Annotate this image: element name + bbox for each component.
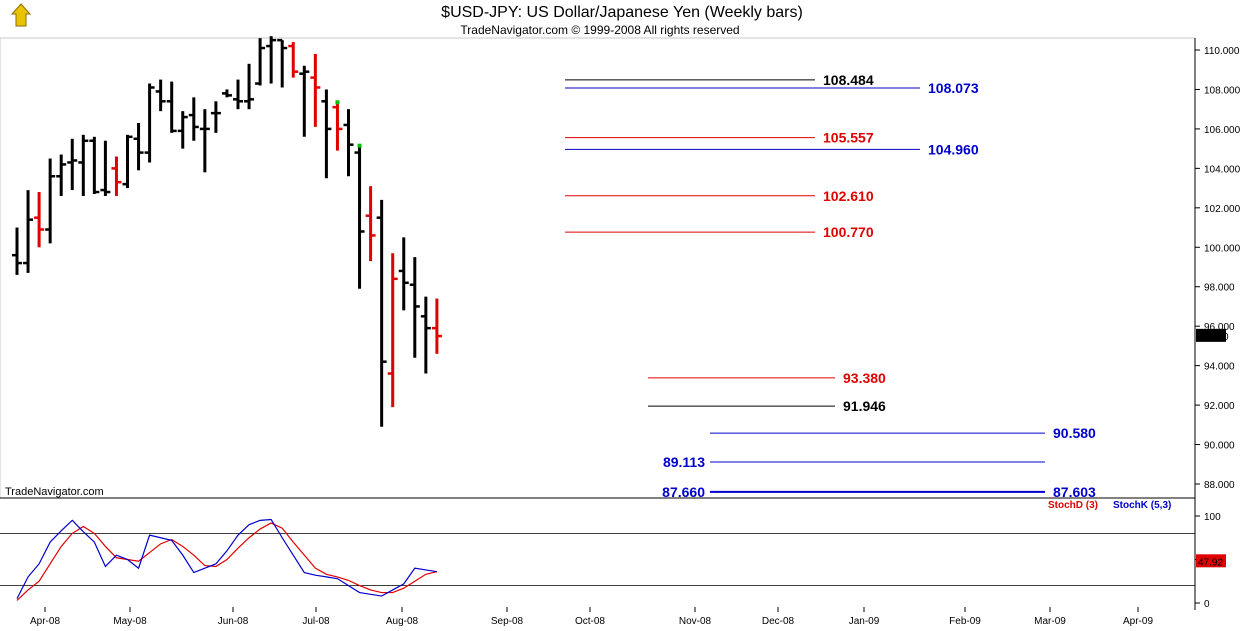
time-tick-label: Nov-08 (679, 616, 712, 627)
ohlc-bar (78, 134, 89, 196)
price-tick-label: 90.000 (1204, 441, 1235, 452)
time-tick-label: Sep-08 (491, 616, 524, 627)
price-tick-label: 108.000 (1204, 85, 1241, 96)
price-axis: 88.000 90.000 92.000 94.000 96.000 98.000 100.… (1195, 46, 1241, 491)
time-tick-label: Oct-08 (575, 616, 605, 627)
time-tick-label: Apr-09 (1123, 616, 1153, 627)
ohlc-bar (199, 109, 210, 173)
signal-marker (357, 143, 362, 148)
price-tick-label: 106.000 (1204, 125, 1241, 136)
ohlc-bar (111, 156, 122, 196)
price-tick-label: 104.000 (1204, 164, 1241, 175)
ohlc-bar (188, 97, 199, 141)
ohlc-bar (354, 144, 365, 289)
ohlc-bar (431, 298, 442, 354)
time-tick-label: May-08 (113, 616, 147, 627)
stochd-line (16, 522, 438, 601)
stoch-tick-label: 100 (1204, 512, 1221, 523)
price-panel (0, 37, 1196, 499)
ohlc-bar (387, 253, 398, 408)
ohlc-bar (221, 89, 232, 98)
price-tick-label: 88.000 (1204, 480, 1235, 491)
ohlc-bar (23, 190, 34, 273)
time-tick-label: Jul-08 (302, 616, 330, 627)
level-label: 89.113 (663, 454, 705, 470)
ohlc-bar (210, 101, 221, 133)
ohlc-bar (343, 109, 354, 177)
fib-levels: 108.484 108.073 105.557 104.960 102.610 100.7… (565, 72, 1096, 500)
ohlc-bar (155, 79, 166, 112)
ohlc-bar (266, 36, 277, 84)
ohlc-bar (89, 136, 100, 195)
ohlc-bar (144, 83, 155, 163)
ohlc-bar (233, 79, 243, 110)
ohlc-bar (299, 65, 310, 137)
price-tick-label: 94.000 (1204, 362, 1235, 373)
last-price-marker: 95.510 (1196, 328, 1229, 343)
level-label-extra: 87.660 (662, 484, 705, 500)
legend-stochd: StochD (3) (1048, 500, 1098, 511)
level-label: 87.603 (1053, 484, 1096, 500)
level-label: 102.610 (823, 188, 874, 204)
price-tick-label: 110.000 (1204, 46, 1240, 57)
ohlc-bar (321, 89, 332, 179)
ohlc-bar (122, 134, 133, 189)
ohlc-bar (67, 138, 78, 191)
ohlc-bar (34, 192, 45, 248)
chart-title: $USD-JPY: US Dollar/Japanese Yen (Weekly… (441, 4, 803, 21)
legend-stochk: StochK (5,3) (1113, 500, 1171, 511)
signal-marker (335, 100, 340, 105)
price-tick-label: 92.000 (1204, 401, 1235, 412)
level-label: 100.770 (823, 224, 874, 240)
ohlc-bar (398, 237, 409, 311)
level-label: 108.484 (823, 72, 874, 88)
ohlc-bar (332, 101, 343, 151)
time-tick-label: Apr-08 (30, 616, 60, 627)
stoch-tick-label: 0 (1204, 599, 1210, 610)
trade-navigator-logo-icon (8, 3, 34, 29)
ohlc-bar (177, 111, 188, 149)
time-tick-label: Dec-08 (762, 616, 795, 627)
last-price-label: 95.510 (1198, 332, 1229, 343)
time-tick-label: Mar-09 (1034, 616, 1066, 627)
level-label: 104.960 (928, 141, 979, 157)
ohlc-bar (100, 140, 111, 196)
price-tick-label: 98.000 (1204, 283, 1235, 294)
ohlc-bars (12, 36, 442, 427)
ohlc-bar (244, 63, 255, 110)
ohlc-bar (12, 227, 22, 275)
ohlc-bar (56, 154, 67, 196)
time-axis: Apr-08 May-08 Jun-08 Jul-08 Aug-08 Sep-08 Oct-… (30, 607, 1153, 627)
ohlc-bar (420, 296, 431, 374)
time-tick-label: Jun-08 (218, 616, 249, 627)
price-tick-label: 102.000 (1204, 204, 1241, 215)
level-label: 91.946 (843, 398, 886, 414)
ohlc-bar (166, 81, 177, 133)
ohlc-bar (133, 122, 144, 171)
time-tick-label: Aug-08 (386, 616, 419, 627)
level-label: 90.580 (1053, 425, 1096, 441)
price-tick-label: 96.000 (1204, 322, 1235, 333)
stoch-last-label: 47.92 (1198, 557, 1223, 568)
level-label: 105.557 (823, 130, 874, 146)
stochk-line (16, 518, 437, 599)
ohlc-bar (288, 42, 299, 78)
chart-subtitle: TradeNavigator.com © 1999-2008 All right… (460, 23, 739, 37)
ohlc-bar (277, 38, 288, 88)
ohlc-bar (255, 38, 266, 86)
ohlc-bar (45, 158, 56, 244)
level-label: 93.380 (843, 370, 886, 386)
ohlc-bar (365, 186, 376, 262)
ohlc-bar (310, 53, 321, 127)
stoch-last-marker: 47.92 (1196, 554, 1226, 568)
level-label: 108.073 (928, 80, 979, 96)
ohlc-bar (409, 257, 420, 358)
ohlc-bar (376, 199, 387, 427)
price-tick-label: 100.000 (1204, 243, 1241, 254)
stochastic-panel: 050100 (0, 512, 1221, 610)
time-tick-label: Feb-09 (949, 616, 981, 627)
watermark: TradeNavigator.com (5, 486, 104, 498)
time-tick-label: Jan-09 (849, 616, 880, 627)
